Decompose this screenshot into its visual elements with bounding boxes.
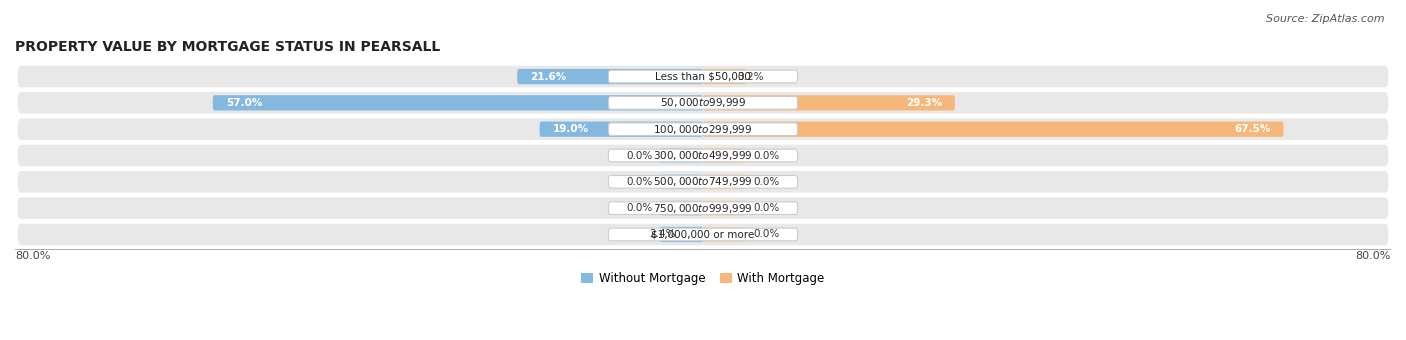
Text: $1,000,000 or more: $1,000,000 or more (651, 230, 755, 239)
FancyBboxPatch shape (659, 148, 703, 163)
Text: 80.0%: 80.0% (1355, 251, 1391, 261)
Text: 19.0%: 19.0% (553, 124, 589, 134)
Text: PROPERTY VALUE BY MORTGAGE STATUS IN PEARSALL: PROPERTY VALUE BY MORTGAGE STATUS IN PEA… (15, 40, 440, 54)
FancyBboxPatch shape (703, 201, 747, 216)
Text: 0.0%: 0.0% (627, 177, 654, 187)
FancyBboxPatch shape (609, 202, 797, 215)
FancyBboxPatch shape (703, 174, 747, 189)
FancyBboxPatch shape (609, 228, 797, 241)
Legend: Without Mortgage, With Mortgage: Without Mortgage, With Mortgage (576, 268, 830, 290)
Text: 57.0%: 57.0% (226, 98, 262, 108)
Text: 0.0%: 0.0% (752, 203, 779, 213)
Text: $500,000 to $749,999: $500,000 to $749,999 (654, 175, 752, 188)
FancyBboxPatch shape (18, 197, 1388, 219)
Text: 2.4%: 2.4% (650, 230, 675, 239)
FancyBboxPatch shape (18, 118, 1388, 140)
FancyBboxPatch shape (609, 175, 797, 188)
Text: 29.3%: 29.3% (905, 98, 942, 108)
FancyBboxPatch shape (18, 92, 1388, 114)
FancyBboxPatch shape (609, 123, 797, 136)
Text: Source: ZipAtlas.com: Source: ZipAtlas.com (1267, 14, 1385, 23)
Text: 0.0%: 0.0% (752, 177, 779, 187)
Text: 0.0%: 0.0% (752, 230, 779, 239)
Text: 3.2%: 3.2% (737, 71, 763, 82)
FancyBboxPatch shape (703, 69, 747, 84)
FancyBboxPatch shape (18, 66, 1388, 87)
FancyBboxPatch shape (609, 70, 797, 83)
FancyBboxPatch shape (703, 121, 1284, 137)
Text: $50,000 to $99,999: $50,000 to $99,999 (659, 96, 747, 109)
FancyBboxPatch shape (18, 224, 1388, 245)
FancyBboxPatch shape (659, 201, 703, 216)
FancyBboxPatch shape (659, 174, 703, 189)
FancyBboxPatch shape (18, 171, 1388, 193)
FancyBboxPatch shape (212, 95, 703, 110)
Text: $300,000 to $499,999: $300,000 to $499,999 (654, 149, 752, 162)
Text: $750,000 to $999,999: $750,000 to $999,999 (654, 202, 752, 215)
FancyBboxPatch shape (609, 97, 797, 109)
FancyBboxPatch shape (703, 227, 747, 242)
Text: 80.0%: 80.0% (15, 251, 51, 261)
FancyBboxPatch shape (609, 149, 797, 162)
FancyBboxPatch shape (703, 95, 955, 110)
FancyBboxPatch shape (659, 227, 703, 242)
FancyBboxPatch shape (540, 121, 703, 137)
Text: 21.6%: 21.6% (530, 71, 567, 82)
Text: 0.0%: 0.0% (752, 151, 779, 160)
Text: 0.0%: 0.0% (627, 203, 654, 213)
FancyBboxPatch shape (517, 69, 703, 84)
FancyBboxPatch shape (703, 148, 747, 163)
Text: 0.0%: 0.0% (627, 151, 654, 160)
FancyBboxPatch shape (18, 145, 1388, 166)
Text: 67.5%: 67.5% (1234, 124, 1271, 134)
Text: $100,000 to $299,999: $100,000 to $299,999 (654, 123, 752, 136)
Text: Less than $50,000: Less than $50,000 (655, 71, 751, 82)
